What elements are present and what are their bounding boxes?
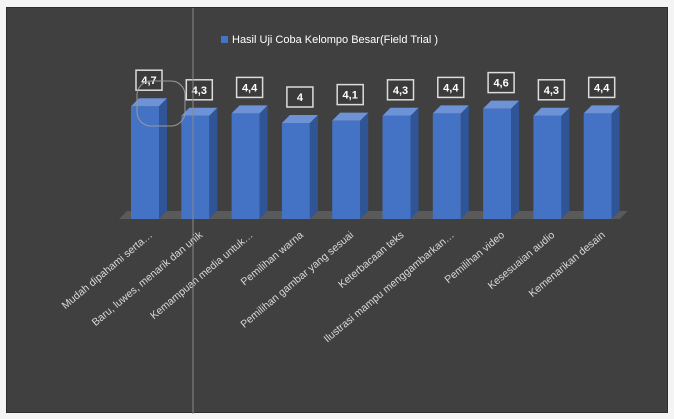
data-label-box — [336, 83, 364, 106]
data-label: 4,4 — [594, 82, 610, 94]
bar-side — [410, 107, 419, 219]
data-label: 4,3 — [544, 85, 559, 97]
x-tick-label: Kemampuan media untuk… — [148, 229, 255, 322]
bar-side — [159, 98, 167, 219]
bar-top — [533, 107, 570, 116]
bar-top — [382, 107, 419, 116]
bar-top — [131, 98, 167, 107]
bar-side — [561, 107, 570, 219]
legend-swatch — [221, 36, 228, 43]
bar — [583, 113, 612, 219]
bar-top — [483, 100, 520, 109]
bar — [131, 106, 159, 219]
data-label-box — [437, 76, 465, 99]
bar-side — [259, 105, 268, 219]
bar-top — [281, 115, 318, 123]
bar-top — [181, 107, 218, 116]
data-label-box — [135, 69, 163, 91]
data-label: 4 — [297, 92, 304, 104]
x-tick-label: Mudah dipahami serta… — [60, 229, 155, 312]
bar-side — [611, 105, 620, 219]
data-label: 4,6 — [493, 78, 508, 90]
bar — [483, 108, 512, 219]
data-label-box — [537, 79, 566, 101]
bar — [382, 115, 411, 219]
data-label-box — [386, 79, 415, 101]
data-label-box — [235, 76, 264, 99]
selection-outline — [136, 80, 186, 127]
data-label: 4,4 — [242, 82, 258, 94]
chart-area: 4,7 4,3 4,4 4 4,1 4,3 4,4 4,6 4,3 4,4 Mudah dipah… — [6, 7, 668, 414]
bar — [332, 120, 361, 219]
bar — [181, 115, 210, 219]
bar-chart: 4,74,3 4,44 4,1 4,3 4,4 4,64,3 4,4 Mudah dipah… — [60, 8, 628, 414]
bar-top — [332, 112, 369, 121]
data-label-box — [286, 86, 314, 108]
data-label: 4,1 — [343, 90, 358, 102]
bar-side — [309, 115, 318, 219]
data-label: 4,3 — [192, 85, 207, 97]
bar — [231, 113, 260, 219]
data-label-box — [587, 76, 616, 99]
bar — [432, 113, 461, 219]
bar-side — [360, 112, 369, 219]
data-label: 4,4 — [443, 82, 459, 94]
bar-side — [460, 105, 469, 219]
bar-top — [583, 105, 620, 114]
bar — [533, 115, 562, 219]
bar — [281, 123, 310, 219]
data-label: 4,3 — [393, 85, 408, 97]
legend-label: Hasil Uji Coba Kelompo Besar(Field Trial… — [232, 34, 438, 46]
data-label-box — [487, 71, 515, 94]
bar-side — [511, 100, 520, 219]
bar-side — [209, 107, 218, 219]
bar-top — [432, 105, 469, 114]
bar-top — [231, 105, 268, 114]
